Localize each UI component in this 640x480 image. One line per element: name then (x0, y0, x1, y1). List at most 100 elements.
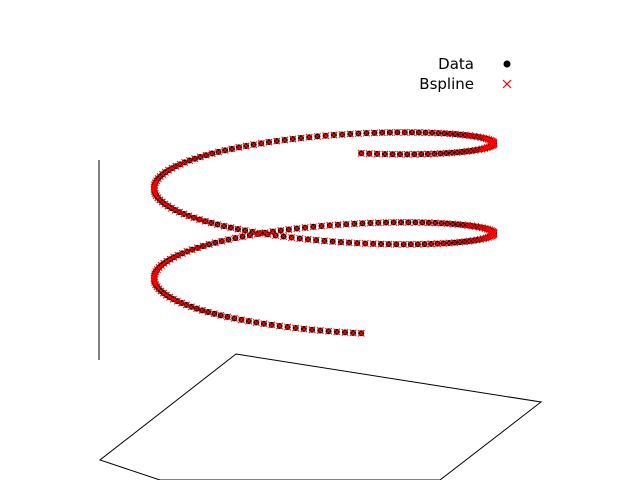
bspline-point (301, 224, 309, 232)
bspline-point (393, 128, 401, 136)
floor-pane (98, 353, 543, 480)
bspline-point (248, 228, 257, 236)
bspline-point (410, 150, 418, 158)
bspline-point (172, 162, 180, 170)
bspline-point (264, 230, 272, 238)
bspline-point (164, 202, 172, 210)
bspline-point (178, 299, 186, 307)
bspline-point (250, 141, 258, 149)
bspline-point (346, 130, 354, 138)
bspline-point (245, 317, 253, 325)
bspline-point (288, 233, 296, 242)
bspline-point (309, 223, 317, 231)
bspline-point (408, 128, 416, 136)
bspline-point (211, 239, 219, 247)
bspline-point (374, 219, 382, 227)
bspline-point (362, 129, 371, 137)
bspline-point (337, 238, 345, 246)
bspline-point (480, 134, 488, 142)
bspline-point (289, 135, 297, 143)
bspline-point (265, 138, 273, 146)
bspline-point (345, 239, 353, 247)
bspline-point (317, 222, 326, 230)
bspline-point (241, 226, 249, 235)
bspline-point (369, 240, 377, 248)
bspline-point (234, 225, 242, 233)
bspline-point (439, 239, 447, 247)
bspline-point (227, 224, 235, 232)
bspline-point (214, 148, 223, 156)
bspline-point (401, 128, 409, 136)
bspline-point (370, 129, 378, 137)
bspline-point (198, 306, 206, 314)
bspline-point (161, 168, 169, 176)
bspline-point (150, 274, 158, 282)
bspline-point (390, 218, 398, 227)
bspline-point (386, 128, 394, 137)
bspline-point (166, 293, 174, 301)
bspline-point (478, 224, 486, 232)
bspline-point (485, 143, 493, 151)
bspline-point (210, 310, 218, 318)
bspline-point (199, 242, 207, 250)
bspline-point (218, 237, 226, 245)
bspline-point (152, 281, 160, 289)
bspline-point (173, 297, 181, 305)
bspline-point (185, 156, 194, 165)
bspline-point (482, 234, 490, 242)
bspline-point (312, 236, 320, 244)
bspline-point (213, 220, 222, 229)
bspline-point (428, 129, 436, 137)
bspline-point (279, 232, 288, 241)
bspline-point (388, 150, 397, 158)
bspline-point (150, 181, 159, 189)
bspline-point (324, 327, 333, 335)
bspline-point (296, 234, 304, 243)
bspline-point (195, 215, 204, 224)
bspline-point (300, 325, 308, 333)
bspline-point (185, 212, 193, 220)
bspline-point (481, 224, 489, 233)
bspline-point (230, 314, 238, 322)
bspline-point (350, 220, 358, 228)
bspline-point (329, 237, 337, 246)
bspline-point (223, 313, 232, 321)
bspline-point (421, 129, 430, 137)
bspline-point (191, 155, 199, 163)
bspline-point (272, 231, 280, 240)
bspline-point (235, 143, 243, 151)
bspline-point (482, 135, 491, 143)
bspline-point (170, 253, 178, 261)
bspline-point (207, 219, 215, 227)
bspline-point (220, 222, 228, 230)
bspline-point (175, 208, 184, 216)
bspline-point (486, 232, 494, 241)
bspline-point (224, 235, 233, 244)
bspline-point (442, 149, 450, 157)
bspline-point (150, 272, 158, 280)
bspline-point (238, 233, 247, 241)
bspline-point (163, 257, 171, 265)
bspline-point (411, 218, 419, 226)
bspline-point (188, 246, 196, 254)
bspline-point (334, 221, 342, 229)
bspline-point (333, 328, 341, 336)
bspline-point (167, 204, 176, 212)
bspline-point (341, 328, 349, 336)
bspline-point (392, 240, 400, 248)
bspline-point (431, 219, 439, 227)
bspline-point (415, 128, 423, 137)
bspline-point (260, 320, 268, 328)
bspline-point (201, 217, 209, 225)
bspline-point (357, 149, 365, 157)
bspline-point (304, 235, 312, 243)
bspline-point (269, 228, 277, 236)
bspline-point (361, 239, 369, 248)
bspline-point (204, 308, 212, 316)
bspline-point (448, 149, 456, 157)
bspline-point (342, 220, 350, 228)
bspline-point (427, 240, 435, 248)
bspline-point (425, 219, 433, 227)
bspline-point (166, 255, 174, 263)
